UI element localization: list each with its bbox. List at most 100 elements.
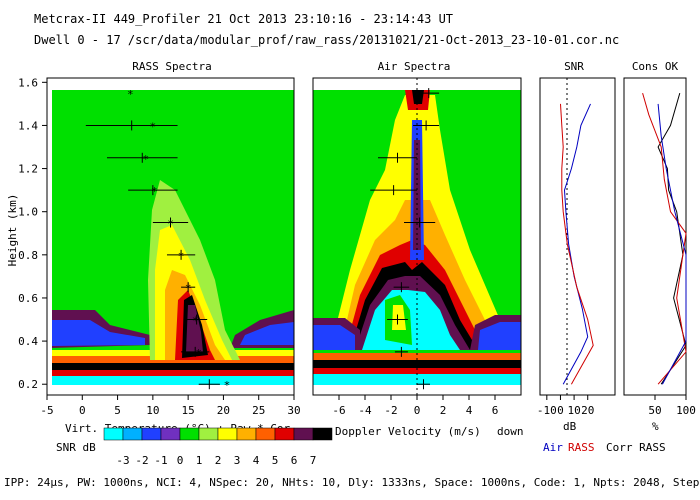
y-tick-label: 1.0 [18, 206, 38, 219]
rass-left-blue-lobe [52, 320, 145, 346]
chart-title: Metcrax-II 449_Profiler 21 Oct 2013 23:1… [34, 12, 454, 26]
series-line-rass [560, 103, 594, 385]
snr-x-label: dB [563, 420, 577, 433]
cor-point: * [185, 282, 192, 295]
colorbar-tick-label: -1 [154, 454, 167, 467]
y-tick-label: 1.2 [18, 163, 38, 176]
legend-rass: RASS [568, 441, 595, 454]
y-axis-label: Height (km) [6, 194, 19, 267]
x-tick-label: 20 [581, 404, 594, 417]
colorbar-swatch [179, 427, 200, 441]
air-top-black [412, 90, 424, 104]
cor-point: * [151, 185, 158, 198]
colorbar-swatch [312, 427, 333, 441]
chart-marks: 0.20.40.60.81.01.21.41.6-5 0 5 10 15 20 25 30 -6… [18, 76, 696, 417]
rass-right-blue-lobe [240, 322, 294, 345]
cons-panel-title: Cons OK [632, 60, 679, 73]
y-tick-label: 0.4 [18, 335, 38, 348]
legend-corr: Corr RASS [606, 441, 666, 454]
colorbar-tick-label: 3 [234, 454, 241, 467]
series-line-air [562, 103, 591, 385]
cor-point: * [167, 217, 174, 230]
colorbar-label: SNR dB [56, 441, 96, 454]
colorbar-tick-label: -3 [116, 454, 129, 467]
colorbar-swatch [122, 427, 143, 441]
colorbar-swatch [236, 427, 257, 441]
colorbar-tick-label: 0 [177, 454, 184, 467]
cor-point: * [150, 120, 157, 133]
cor-point: * [224, 379, 231, 392]
x-tick-label: 20 [217, 404, 230, 417]
colorbar-swatch [217, 427, 238, 441]
x-tick-label: 25 [252, 404, 265, 417]
rass-bg-cyan-band [52, 376, 294, 385]
x-tick-label: 15 [182, 404, 195, 417]
y-tick-label: 0.2 [18, 378, 38, 391]
rass-bg-black-band [52, 363, 294, 370]
x-tick-label: 6 [492, 404, 499, 417]
series-line-air [657, 103, 687, 385]
rass-plume-purple [186, 305, 203, 352]
x-tick-label: 10 [567, 404, 580, 417]
x-tick-label: 10 [146, 404, 159, 417]
y-tick-label: 0.6 [18, 292, 38, 305]
y-tick-label: 1.6 [18, 76, 38, 89]
air-panel-title: Air Spectra [378, 60, 451, 73]
x-tick-label: 50 [648, 404, 661, 417]
colorbar-swatch [160, 427, 181, 441]
chart-subtitle: Dwell 0 - 17 /scr/data/modular_prof/raw_… [34, 33, 620, 47]
rass-contour [52, 90, 294, 385]
cor-point: * [142, 153, 149, 166]
rass-panel-title: RASS Spectra [132, 60, 211, 73]
colorbar-swatch [198, 427, 219, 441]
y-tick-label: 1.4 [18, 119, 38, 132]
x-tick-label: 0 [414, 404, 421, 417]
x-tick-label: 5 [114, 404, 121, 417]
colorbar-swatch [141, 427, 162, 441]
x-tick-label: 0 [557, 404, 564, 417]
x-tick-label: 2 [440, 404, 447, 417]
footer-params: IPP: 24μs, PW: 1000ns, NCI: 4, NSpec: 20… [4, 476, 700, 489]
series-line-rass [642, 92, 687, 385]
x-tick-label: 4 [466, 404, 473, 417]
cor-point: * [192, 315, 199, 328]
colorbar-swatch [293, 427, 314, 441]
colorbar: -3 -2 -1 0 1 2 3 4 5 6 7 [103, 427, 333, 467]
cor-point: * [178, 250, 185, 263]
x-tick-label: -6 [332, 404, 345, 417]
colorbar-tick-label: 2 [215, 454, 222, 467]
cor-point: * [127, 88, 134, 101]
y-tick-label: 0.8 [18, 249, 38, 262]
x-tick-label: 100 [676, 404, 696, 417]
x-tick-label: 30 [287, 404, 300, 417]
snr-panel-frame [539, 77, 616, 396]
air-x-label: Doppler Velocity (m/s) [335, 425, 481, 438]
colorbar-tick-label: 5 [272, 454, 279, 467]
rass-panel-frame [46, 77, 295, 396]
colorbar-tick-label: 7 [310, 454, 317, 467]
colorbar-tick-label: 1 [196, 454, 203, 467]
colorbar-tick-label: 4 [253, 454, 260, 467]
colorbar-tick-label: -2 [135, 454, 148, 467]
air-left-blue-lobe [313, 325, 355, 350]
air-right-blue-lobe [478, 322, 521, 350]
colorbar-tick-label: 6 [291, 454, 298, 467]
legend-air: Air [543, 441, 563, 454]
x-tick-label: 0 [79, 404, 86, 417]
cons-x-label: % [652, 420, 659, 433]
colorbar-swatch [274, 427, 295, 441]
x-tick-label: -5 [40, 404, 53, 417]
snr-panel-title: SNR [564, 60, 584, 73]
cor-point: * [195, 347, 202, 360]
cons-panel-frame [623, 77, 687, 396]
air-core-yellow [392, 305, 406, 330]
air-bg-orange-band [313, 353, 521, 360]
colorbar-swatch [103, 427, 124, 441]
air-bg-red-band [313, 368, 521, 374]
x-tick-label: -2 [384, 404, 397, 417]
rass-bg-red-band [52, 370, 294, 376]
x-tick-label: -10 [537, 404, 557, 417]
x-tick-label: -4 [358, 404, 372, 417]
colorbar-swatch [255, 427, 276, 441]
